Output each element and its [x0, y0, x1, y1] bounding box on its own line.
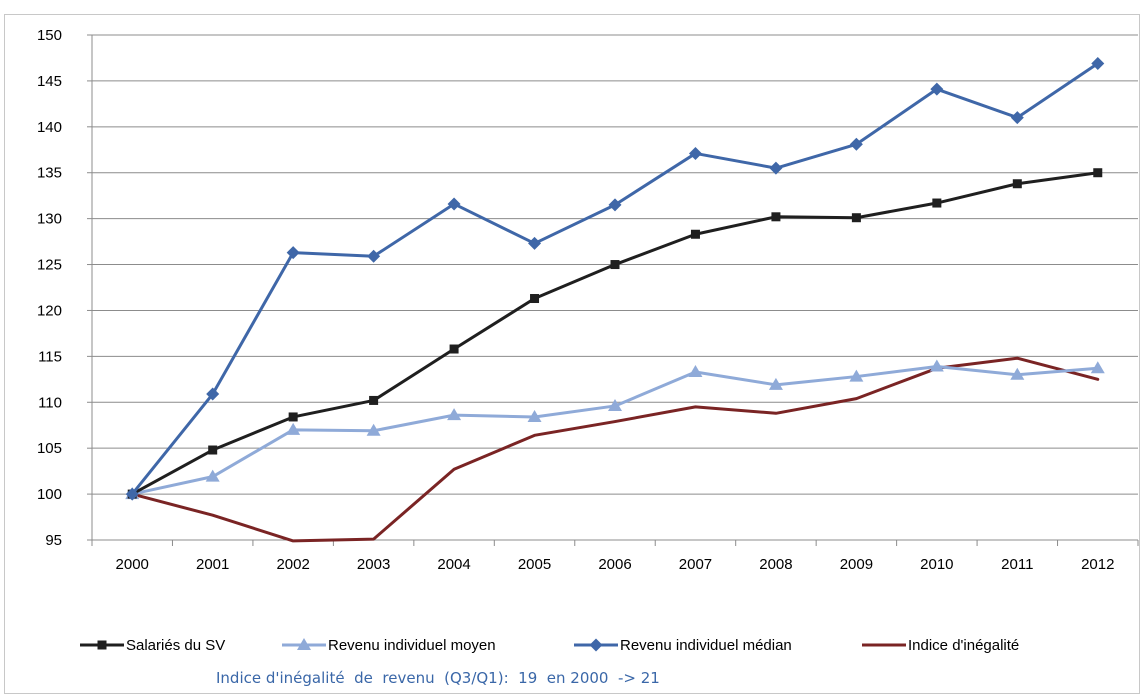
x-axis-tick-labels: 2000 2001 2002 2003 2004 2005 2006 2007 2008 2009…: [116, 556, 1115, 573]
y-tick-label: 125: [37, 257, 62, 274]
data-point: [1093, 168, 1103, 178]
data-point: [288, 412, 298, 422]
data-point: [688, 364, 703, 377]
data-point: [1010, 367, 1025, 380]
chart-frame: [4, 14, 1140, 694]
y-tick-label: 135: [37, 165, 62, 182]
y-tick-label: 120: [37, 302, 62, 319]
data-point: [208, 445, 218, 455]
gridlines: [92, 34, 1138, 541]
y-tick-label: 145: [37, 73, 62, 90]
data-point: [851, 213, 861, 223]
data-point: [1010, 111, 1024, 125]
x-tick-label: 2000: [116, 556, 149, 573]
data-point: [1091, 56, 1105, 70]
x-tick-label: 2009: [840, 556, 873, 573]
data-point: [769, 161, 783, 175]
x-tick-label: 2008: [759, 556, 792, 573]
x-tick-label: 2001: [196, 556, 229, 573]
data-point: [932, 198, 942, 208]
legend-item: Salariés du SV: [80, 637, 225, 654]
y-tick-label: 105: [37, 440, 62, 457]
x-tick-label: 2011: [1001, 556, 1033, 573]
y-tick-label: 130: [37, 211, 62, 228]
y-tick-label: 140: [37, 119, 62, 136]
data-point: [369, 395, 379, 405]
series-3: [125, 56, 1105, 501]
data-point: [447, 197, 461, 211]
data-point: [849, 137, 863, 151]
series-line: [130, 364, 1100, 496]
legend-marker: [589, 638, 603, 652]
data-point: [690, 229, 700, 239]
data-point: [449, 344, 459, 354]
data-point: [366, 423, 381, 436]
legend-label: Salariés du SV: [126, 637, 225, 654]
data-point: [367, 249, 381, 263]
series-line: [130, 171, 1100, 496]
data-series: [125, 56, 1105, 543]
x-tick-label: 2006: [598, 556, 631, 573]
data-point: [206, 387, 220, 401]
data-point: [286, 422, 301, 435]
series-1: [127, 168, 1103, 499]
legend-marker: [297, 638, 311, 650]
series-2: [125, 359, 1105, 500]
legend: Salariés du SV Revenu individuel moyen Rev…: [80, 637, 1019, 654]
x-tick-label: 2002: [276, 556, 309, 573]
data-point: [1090, 361, 1105, 374]
data-point: [1012, 179, 1022, 189]
y-tick-label: 150: [37, 27, 62, 44]
data-point: [929, 359, 944, 372]
data-point: [849, 369, 864, 382]
data-point: [688, 146, 702, 160]
y-axis-tick-labels: 95 100 105 110 115 120 125 130 135 140 145 150: [37, 27, 62, 549]
series-line: [130, 61, 1100, 496]
axes: [87, 34, 1139, 546]
x-tick-label: 2005: [518, 556, 551, 573]
data-point: [608, 198, 622, 212]
data-point: [527, 409, 542, 422]
data-point: [125, 487, 139, 501]
y-tick-label: 95: [45, 532, 62, 549]
legend-item: Revenu individuel médian: [574, 637, 792, 654]
footnote-text: Indice d'inégalité de revenu (Q3/Q1): 19…: [216, 669, 660, 687]
data-point: [205, 469, 220, 482]
data-point: [528, 236, 542, 250]
legend-label: Indice d'inégalité: [908, 637, 1019, 654]
y-tick-label: 100: [37, 486, 62, 503]
legend-label: Revenu individuel moyen: [328, 637, 496, 654]
x-tick-label: 2007: [679, 556, 712, 573]
data-point: [608, 398, 622, 411]
x-tick-label: 2012: [1081, 556, 1114, 573]
x-tick-label: 2004: [437, 556, 470, 573]
data-point: [610, 260, 620, 270]
legend-item: Indice d'inégalité: [862, 637, 1019, 654]
y-tick-label: 110: [38, 394, 62, 411]
legend-marker: [97, 640, 107, 650]
legend-label: Revenu individuel médian: [620, 637, 792, 654]
legend-item: Revenu individuel moyen: [282, 637, 496, 654]
data-point: [771, 212, 781, 222]
x-tick-label: 2003: [357, 556, 390, 573]
y-tick-label: 115: [38, 348, 62, 365]
x-tick-label: 2010: [920, 556, 953, 573]
series-line: [130, 356, 1100, 543]
data-point: [447, 408, 462, 421]
data-point: [930, 82, 944, 96]
data-point: [768, 377, 783, 390]
data-point: [530, 294, 540, 304]
data-point: [286, 246, 300, 260]
series-4: [130, 356, 1100, 543]
